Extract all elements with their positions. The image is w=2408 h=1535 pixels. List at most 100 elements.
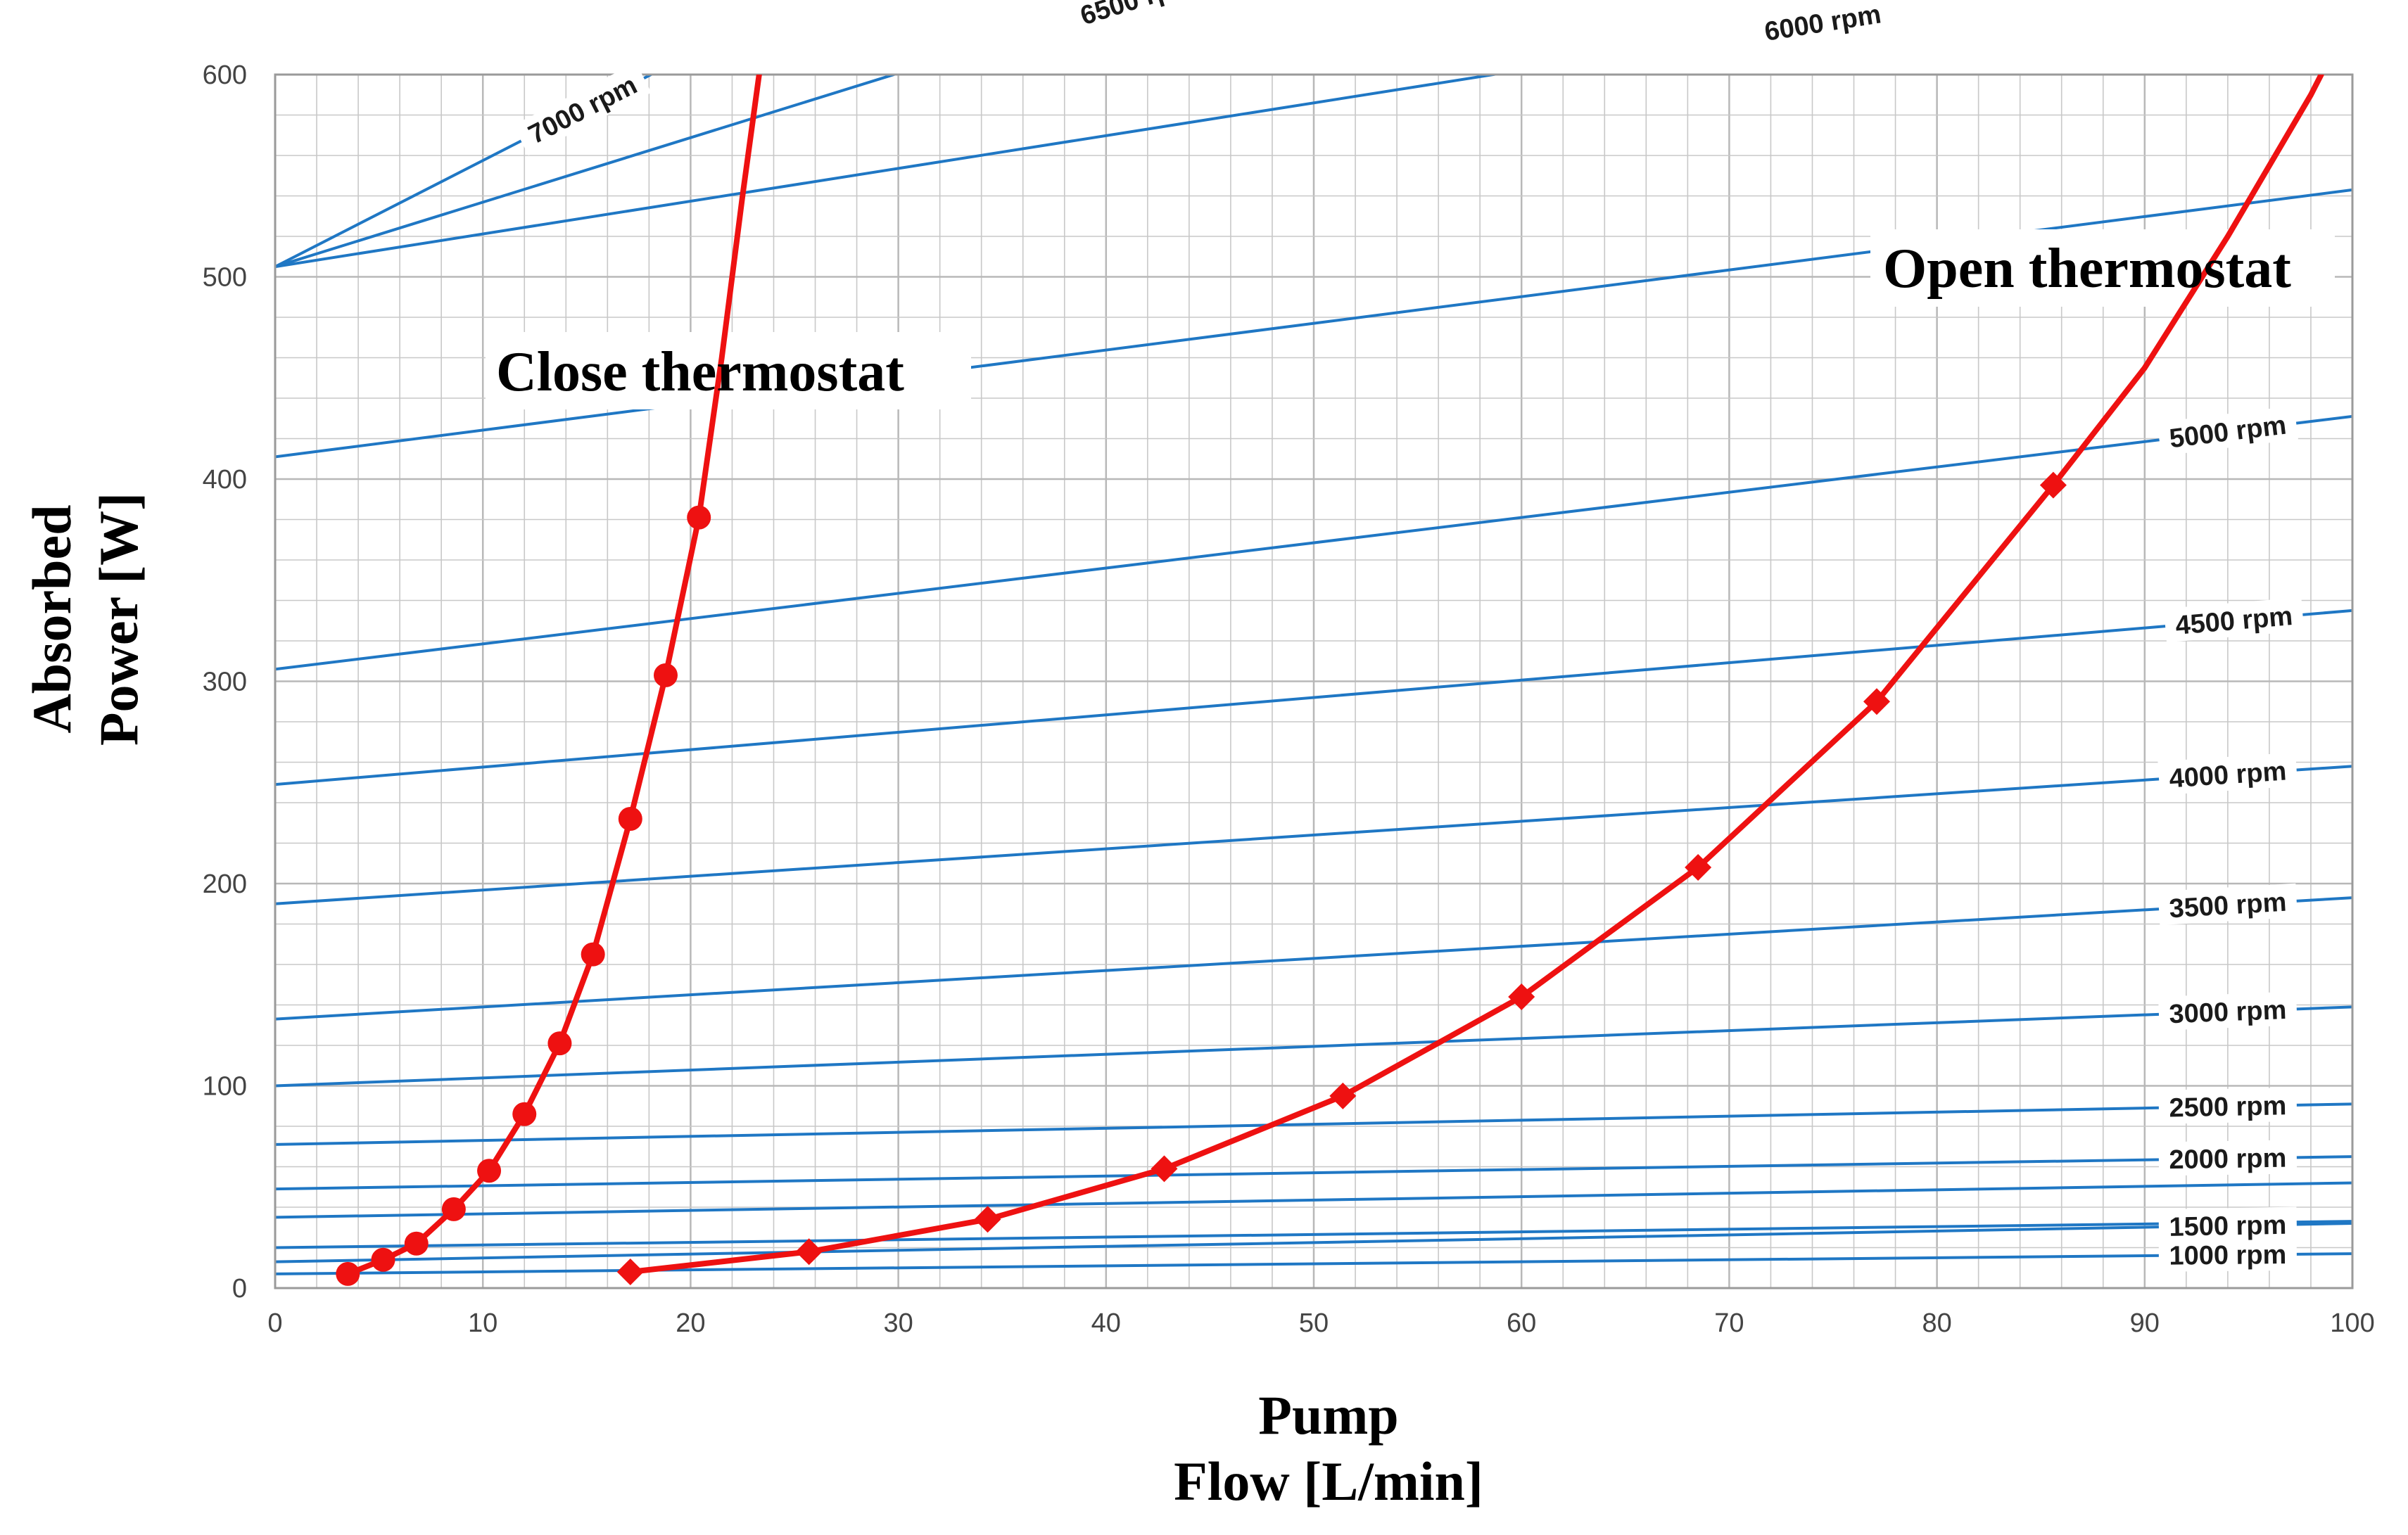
rpm-line bbox=[275, 414, 2352, 671]
y-axis-ticks: 0 100 200 300 400 500 600 bbox=[203, 60, 247, 1304]
x-tick-label: 50 bbox=[1299, 1308, 1329, 1338]
annotation-open-thermostat: Open thermostat bbox=[1883, 238, 2291, 300]
data-point-circle bbox=[404, 1231, 429, 1256]
data-point-circle bbox=[687, 505, 711, 530]
rpm-label: 3000 rpm bbox=[2169, 995, 2287, 1029]
rpm-lines bbox=[275, 75, 2352, 1275]
x-axis-title-line-2: Flow [L/min] bbox=[1174, 1451, 1483, 1512]
rpm-line bbox=[275, 1155, 2352, 1191]
annotation-boxes bbox=[486, 229, 2335, 409]
rpm-label-bg bbox=[2157, 752, 2298, 796]
rpm-label-group: 4500 rpm bbox=[2163, 597, 2305, 643]
data-point-circle bbox=[477, 1159, 502, 1183]
data-point-circle bbox=[512, 1102, 537, 1126]
rpm-label: 1500 rpm bbox=[2169, 1211, 2287, 1242]
rpm-line bbox=[275, 75, 1502, 269]
x-tick-label: 70 bbox=[1714, 1308, 1744, 1338]
data-point-diamond bbox=[616, 1259, 644, 1285]
data-point-diamond bbox=[795, 1238, 823, 1266]
y-tick-label: 100 bbox=[203, 1072, 247, 1102]
data-point-diamond bbox=[1508, 983, 1535, 1010]
data-point-circle bbox=[547, 1031, 572, 1056]
data-point-diamond bbox=[2039, 471, 2067, 499]
rpm-line bbox=[275, 609, 2352, 786]
y-tick-label: 200 bbox=[203, 870, 247, 899]
rpm-line bbox=[275, 75, 899, 269]
rpm-label-group: 2000 rpm bbox=[2158, 1140, 2298, 1176]
rpm-line bbox=[275, 1220, 2352, 1249]
x-tick-label: 100 bbox=[2330, 1308, 2374, 1338]
y-axis-title-line-2: Power [W] bbox=[88, 492, 149, 746]
thermostat-curves bbox=[336, 75, 2324, 1286]
data-point-diamond bbox=[1685, 854, 1712, 881]
x-tick-label: 40 bbox=[1091, 1308, 1121, 1338]
rpm-label-bg bbox=[2158, 1236, 2298, 1272]
x-axis-title-line-1: Pump bbox=[1258, 1384, 1398, 1446]
rpm-line bbox=[275, 1005, 2352, 1088]
rpm-label-group: 3500 rpm bbox=[2157, 883, 2298, 926]
rpm-label-group: 1000 rpm bbox=[2158, 1236, 2298, 1272]
rpm-label-group: 2500 rpm bbox=[2158, 1087, 2298, 1124]
rpm-label-group: 6000 rpm bbox=[1751, 0, 1894, 50]
data-point-circle bbox=[618, 807, 642, 831]
x-tick-label: 80 bbox=[1922, 1308, 1951, 1338]
rpm-label-bg bbox=[2158, 991, 2298, 1031]
y-tick-label: 600 bbox=[203, 60, 247, 90]
y-tick-label: 300 bbox=[203, 668, 247, 697]
x-tick-label: 20 bbox=[676, 1308, 705, 1338]
x-tick-label: 60 bbox=[1507, 1308, 1536, 1338]
rpm-label-bg bbox=[1751, 0, 1894, 50]
rpm-label-group: 6500 rpm bbox=[1066, 0, 1208, 35]
x-tick-label: 10 bbox=[468, 1308, 498, 1338]
rpm-line bbox=[275, 1181, 2352, 1219]
data-point-circle bbox=[653, 663, 678, 687]
rpm-label-bg bbox=[2163, 597, 2305, 643]
rpm-label: 1000 rpm bbox=[2169, 1240, 2286, 1271]
rpm-line bbox=[275, 765, 2352, 905]
annotation-box-close bbox=[486, 332, 971, 409]
data-point-diamond bbox=[974, 1206, 1001, 1233]
rpm-label: 2500 rpm bbox=[2169, 1091, 2287, 1123]
rpm-label-bg bbox=[2158, 1140, 2298, 1176]
data-point-circle bbox=[581, 942, 605, 967]
rpm-line bbox=[275, 896, 2352, 1021]
y-tick-label: 500 bbox=[203, 263, 247, 293]
rpm-label: 3500 rpm bbox=[2168, 888, 2287, 924]
y-tick-label: 400 bbox=[203, 465, 247, 495]
x-tick-label: 30 bbox=[883, 1308, 913, 1338]
data-point-diamond bbox=[1151, 1155, 1178, 1183]
rpm-label-group: 1500 rpm bbox=[2158, 1206, 2298, 1244]
annotation-close-thermostat: Close thermostat bbox=[496, 341, 904, 403]
plot-frame bbox=[274, 73, 2354, 1289]
plot-frame-rect bbox=[274, 73, 2354, 1289]
annotation-box-open bbox=[1870, 229, 2335, 307]
series-close-thermostat bbox=[336, 75, 762, 1286]
series-line bbox=[345, 75, 762, 1277]
data-point-diamond bbox=[1329, 1082, 1357, 1109]
x-tick-label: 0 bbox=[267, 1308, 282, 1338]
rpm-label: 7000 rpm bbox=[524, 70, 642, 150]
y-tick-label: 0 bbox=[232, 1274, 247, 1304]
rpm-label-group: 7000 rpm bbox=[513, 62, 652, 155]
rpm-label-bg bbox=[2158, 1206, 2298, 1244]
rpm-label-bg bbox=[1066, 0, 1208, 35]
x-axis-ticks: 0 10 20 30 40 50 60 70 80 90 100 bbox=[267, 1308, 2374, 1338]
rpm-label: 2000 rpm bbox=[2169, 1144, 2287, 1176]
rpm-label-bg bbox=[2158, 1087, 2298, 1124]
rpm-lines-clipped bbox=[275, 75, 2352, 1275]
rpm-label-bg bbox=[2157, 405, 2298, 457]
rpm-label-bg bbox=[2157, 883, 2298, 926]
rpm-line bbox=[275, 1102, 2352, 1146]
data-point-circle bbox=[336, 1261, 360, 1286]
rpm-label-group: 3000 rpm bbox=[2158, 991, 2298, 1031]
data-point-circle bbox=[371, 1247, 395, 1272]
rpm-line bbox=[275, 1222, 2352, 1263]
x-tick-label: 90 bbox=[2130, 1308, 2160, 1338]
data-point-diamond bbox=[1863, 688, 1890, 715]
y-axis-title-line-1: Absorbed bbox=[21, 504, 82, 733]
rpm-label-group: 4000 rpm bbox=[2157, 752, 2298, 796]
data-point-circle bbox=[441, 1197, 466, 1221]
rpm-label-bg bbox=[513, 62, 652, 155]
